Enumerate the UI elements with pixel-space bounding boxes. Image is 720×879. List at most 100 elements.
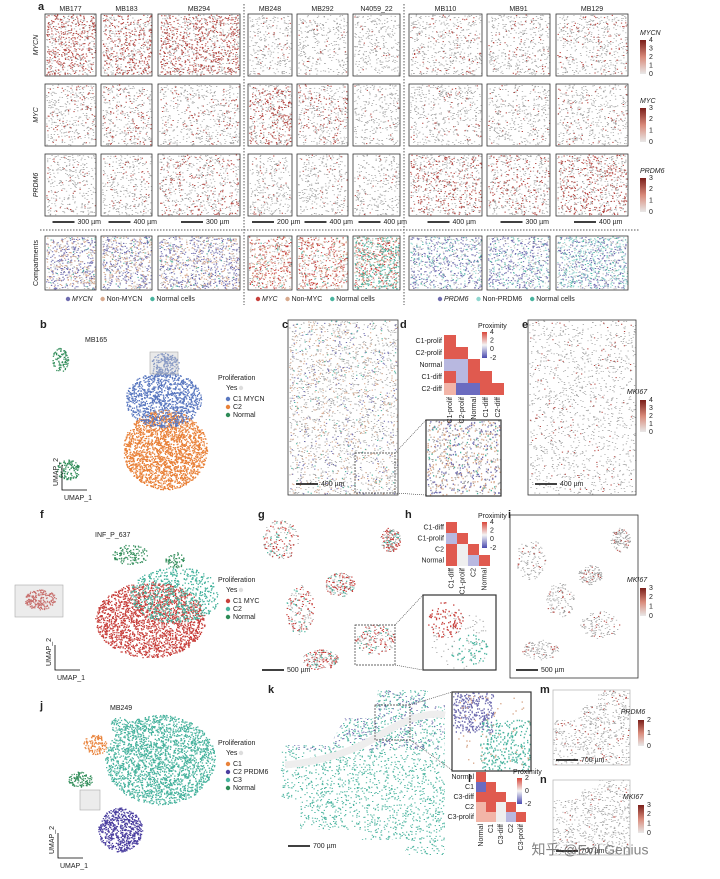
scale-label: 700 µm [581,757,605,764]
tissue [249,15,292,75]
tissue [123,409,209,491]
tissue [427,420,502,496]
sample-label: N4059_22 [360,6,392,13]
panel-frame [44,235,97,291]
heatmap-row-label: Normal [421,557,444,564]
legend-label: C2 [233,404,242,411]
tissue [46,237,97,290]
tissue [159,154,241,216]
cells [557,154,628,216]
colorbar-tick: 3 [649,105,653,112]
scale-label: 700 µm [313,843,337,850]
heatmap-col-label: Normal [471,397,478,420]
panel-frame [296,153,349,217]
panel-label: n [540,774,547,786]
legend-label: Normal [233,412,256,419]
tissue [105,714,216,806]
heatmap-row-label: C1-diff [422,374,443,381]
heatmap-cell [496,792,506,802]
legend-label: C3 [233,777,242,784]
proximity-bar [482,332,487,358]
cells [291,320,397,494]
legend-dot [225,404,231,410]
tissue [488,154,551,216]
heatmap-col-label: C1-diff [483,397,490,418]
scale-label: 400 µm [560,481,584,488]
tissue [263,520,299,558]
tissue [57,459,80,481]
gene-label: MYCN [33,34,40,56]
cells [304,649,339,670]
axis-label: UMAP_1 [64,495,92,502]
panel-frame [486,13,551,77]
scale-label: 400 µm [453,219,477,226]
tissue [451,634,489,665]
heatmap-row-label: C2 [465,804,474,811]
panel-frame [408,235,483,291]
tissue [488,236,550,290]
cells [249,86,292,146]
legend-label: Normal cells [536,296,575,303]
colorbar-tick: 2 [647,717,651,724]
tissue [298,84,349,145]
tissue [286,589,309,633]
heatmap-cell [476,782,486,792]
scale-label: 400 µm [599,219,623,226]
cells [298,84,348,145]
proximity-tick: 0 [490,536,494,543]
cells [298,84,349,145]
legend-title: Proliferation [218,740,255,747]
cells [289,320,399,495]
tissue [325,572,354,598]
cells [95,581,206,659]
panel-frame [44,153,97,217]
heatmap-cell [486,782,496,792]
proximity-tick: 0 [490,346,494,353]
sample-label: MB91 [509,6,527,13]
legend-dot [100,296,105,302]
colorbar-tick: 0 [649,429,653,436]
cells [48,238,97,290]
colorbar [638,805,644,833]
cells [427,420,501,495]
heatmap-cell [446,555,457,566]
cells [431,609,487,669]
heatmap-cell [444,347,456,359]
colorbar-title: MKI67 [623,794,644,801]
heatmap-cell [468,555,479,566]
tissue [83,734,108,756]
colorbar-title: PRDM6 [621,709,646,716]
panel-label: f [40,509,44,521]
cells [529,320,633,492]
axis-label: UMAP_2 [49,826,56,854]
tissue [298,236,349,290]
legend-dot [530,296,535,302]
heatmap-col-label: C3-prolif [518,824,525,851]
scale-label: 300 µm [78,219,102,226]
legend-dot [225,606,231,612]
cells [580,611,619,640]
heatmap-row-label: C3-diff [454,794,475,801]
heatmap-cell [516,812,526,822]
axis-label: UMAP_1 [60,863,88,870]
scale-label: 500 µm [541,667,565,674]
heatmap-cell [468,359,480,371]
legend-label: Normal [233,785,256,792]
zoom-box [354,452,396,494]
panel-frame [296,83,349,147]
panel-frame [352,13,401,77]
colorbar-tick: 2 [647,811,651,818]
cells [328,573,355,597]
cells [427,420,502,496]
panel-frame [44,13,97,77]
legend-label: MYC [262,296,279,303]
cells [559,236,629,289]
tissue [159,14,241,76]
tissue [298,154,349,216]
cells [159,236,241,290]
tissue [431,609,487,669]
tissue [46,84,97,146]
panel-label: k [268,684,275,696]
heatmap-cell [457,555,468,566]
cells [488,14,550,75]
